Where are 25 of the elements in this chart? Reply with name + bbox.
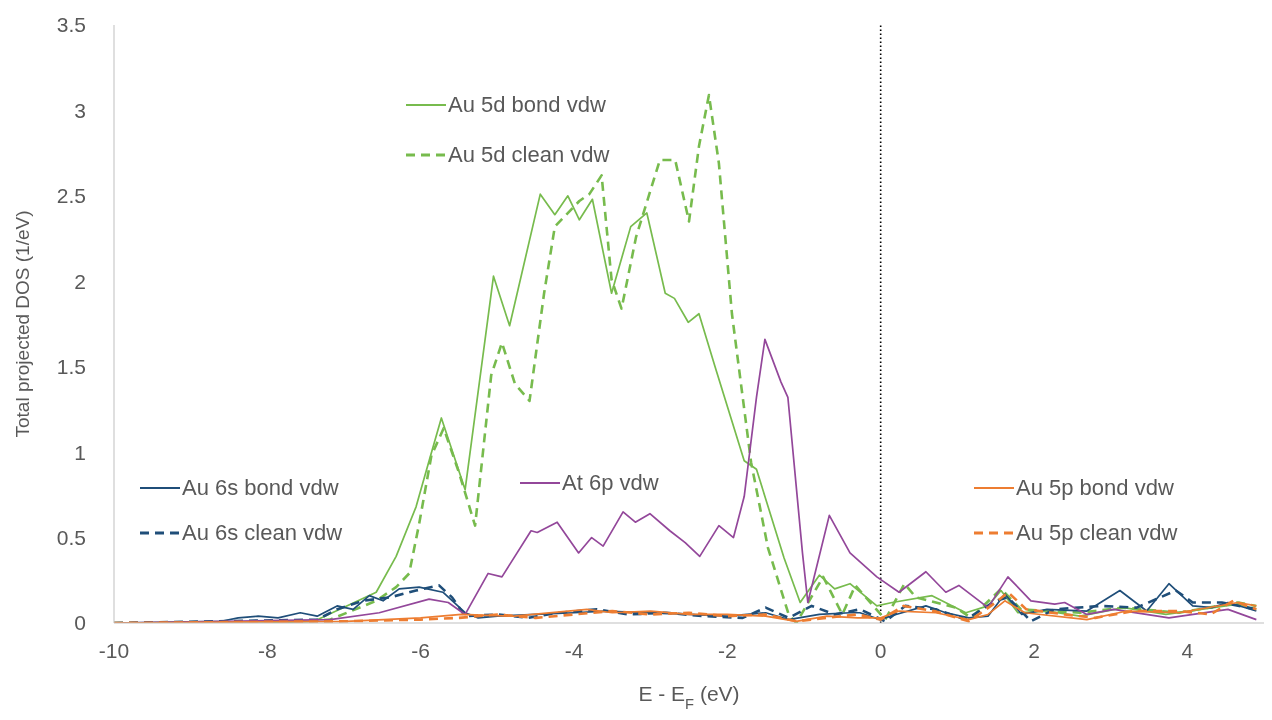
y-axis-title: Total projected DOS (1/eV) bbox=[12, 210, 34, 438]
y-tick-label: 0 bbox=[74, 611, 86, 635]
x-tick-label: 0 bbox=[874, 638, 887, 662]
x-tick-label: -6 bbox=[411, 638, 431, 662]
y-tick-label: 1.5 bbox=[56, 355, 86, 379]
legend-label: At 6p vdw bbox=[562, 470, 659, 496]
legend-label: Au 6s bond vdw bbox=[182, 475, 339, 501]
x-tick-label: -8 bbox=[257, 638, 277, 662]
y-tick-label: 2.5 bbox=[56, 184, 86, 208]
x-axis-title: E - E$_{F}$ (eV) bbox=[638, 682, 740, 712]
legend-label: Au 5d bond vdw bbox=[448, 92, 606, 118]
legend-label: Au 5p clean vdw bbox=[1016, 520, 1178, 546]
y-tick-label: 3 bbox=[74, 98, 86, 122]
legend-label: Au 6s clean vdw bbox=[182, 520, 343, 546]
y-tick-label: 1 bbox=[74, 440, 86, 464]
legend-label: Au 5p bond vdw bbox=[1016, 475, 1174, 501]
x-tick-label: 2 bbox=[1028, 638, 1040, 662]
x-tick-label: 4 bbox=[1181, 638, 1194, 662]
y-tick-label: 2 bbox=[74, 269, 86, 293]
x-tick-label: -4 bbox=[564, 638, 584, 662]
legend-label: Au 5d clean vdw bbox=[448, 142, 610, 168]
y-tick-label: 3.5 bbox=[56, 13, 86, 37]
x-tick-label: -2 bbox=[717, 638, 737, 662]
y-tick-label: 0.5 bbox=[56, 526, 86, 550]
x-tick-label: -10 bbox=[98, 638, 130, 662]
